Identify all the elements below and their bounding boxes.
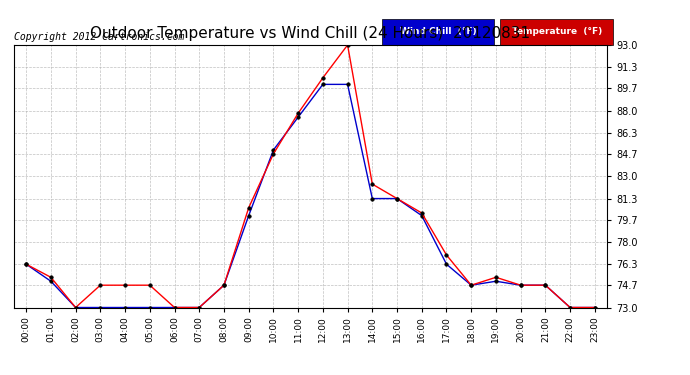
FancyBboxPatch shape	[382, 19, 495, 45]
FancyBboxPatch shape	[500, 19, 613, 45]
Title: Outdoor Temperature vs Wind Chill (24 Hours)  20120831: Outdoor Temperature vs Wind Chill (24 Ho…	[90, 26, 531, 41]
Text: Copyright 2012 Cartronics.com: Copyright 2012 Cartronics.com	[14, 32, 184, 42]
Text: Wind Chill  (°F): Wind Chill (°F)	[400, 27, 476, 36]
Text: Temperature  (°F): Temperature (°F)	[512, 27, 602, 36]
